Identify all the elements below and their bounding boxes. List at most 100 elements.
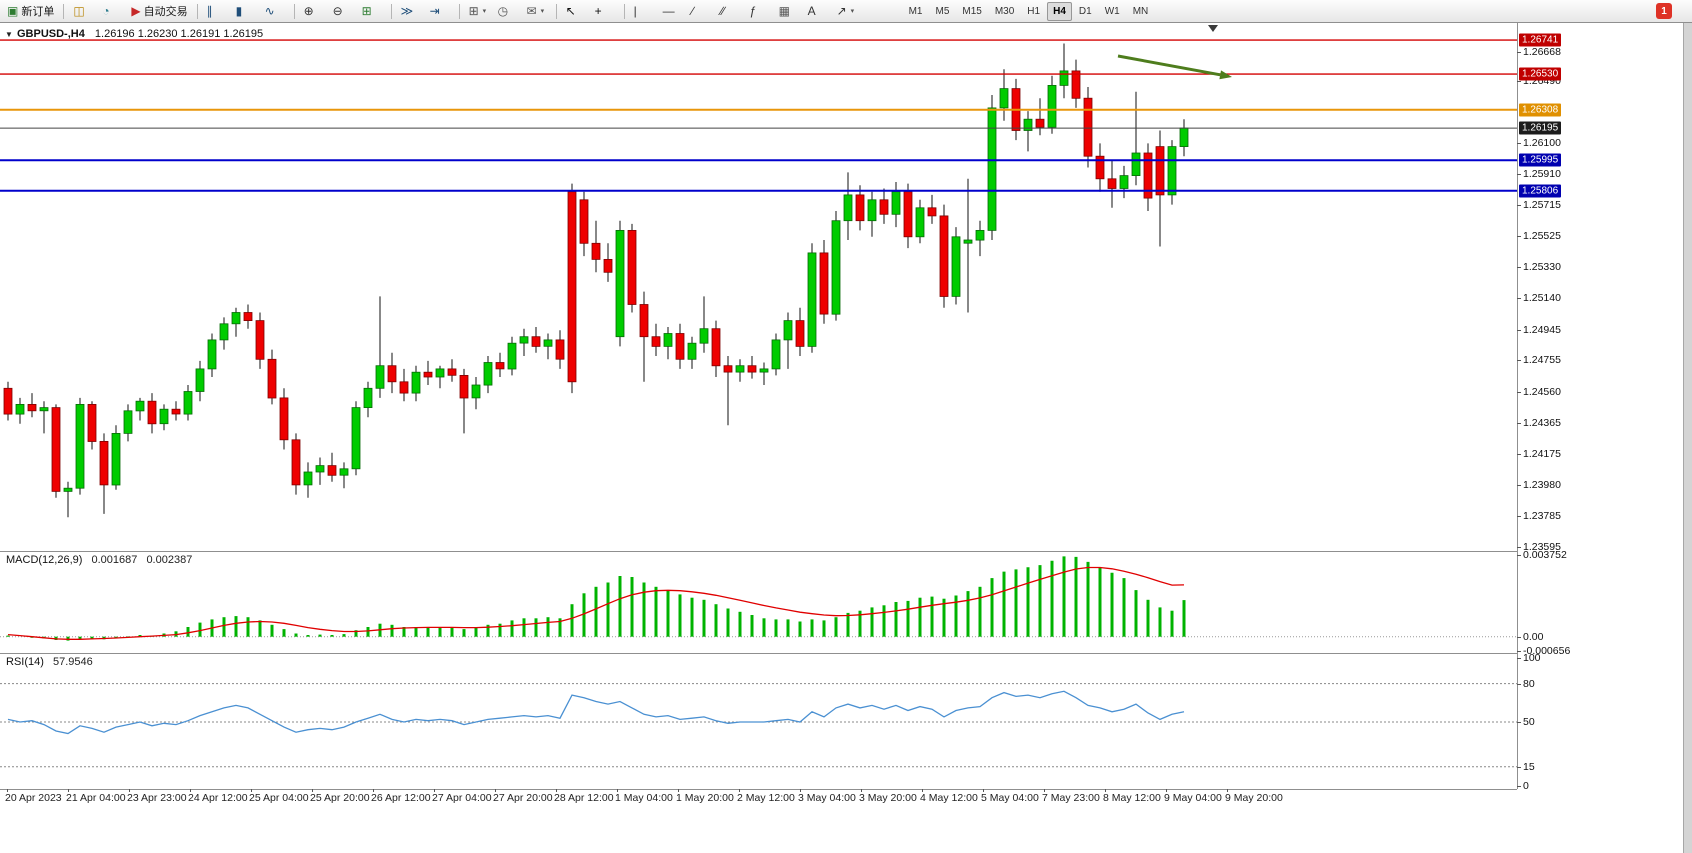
vertical-line-button[interactable]: | (630, 1, 658, 22)
candle (1023, 118, 1033, 131)
price-tag-1.25806: 1.25806 (1519, 184, 1562, 198)
candle (1095, 155, 1105, 180)
axis-tick (1517, 766, 1521, 768)
new-chart-button[interactable]: ⊞ ▾ (465, 1, 493, 22)
new-order-button[interactable]: ▣ 新订单 (3, 1, 58, 22)
macd-axis-label: 0.00 (1523, 630, 1544, 643)
time-axis-tick (739, 789, 740, 792)
axis-tick (1517, 391, 1521, 393)
axis-tick (1517, 651, 1521, 652)
time-axis-label: 21 Apr 04:00 (66, 792, 126, 804)
time-axis-tick (800, 789, 801, 792)
axis-tick (1517, 51, 1521, 53)
time-axis-label: 1 May 20:00 (676, 792, 734, 804)
shapes-button[interactable]: ▦ (775, 1, 803, 22)
trend-arrow-head[interactable] (1219, 70, 1232, 80)
candlestick-chart-button[interactable]: ▮ (232, 1, 260, 22)
time-axis-tick (556, 789, 557, 792)
axis-tick (1517, 722, 1521, 723)
arrows-button[interactable]: ↗ ▾ (833, 1, 861, 22)
notification-badge[interactable]: 1 (1656, 3, 1672, 19)
candle (987, 107, 997, 231)
chart-ohlc-values: 1.26196 1.26230 1.26191 1.26195 (94, 28, 264, 40)
symbol-dropdown-icon[interactable]: ▼ (5, 30, 13, 39)
fibonacci-button[interactable]: ƒ (746, 1, 774, 22)
fibonacci-icon: ƒ (749, 4, 757, 18)
timeframe-h4-button[interactable]: H4 (1047, 1, 1072, 21)
timeframe-h1-button[interactable]: H1 (1027, 5, 1041, 17)
axis-tick (1517, 298, 1521, 299)
candle (975, 229, 985, 241)
candle (807, 252, 817, 347)
candle (567, 191, 577, 383)
crosshair-button[interactable]: + (591, 1, 619, 22)
line-chart-button[interactable]: ∿ (261, 1, 289, 22)
timeframe-w1-button[interactable]: W1 (1104, 5, 1120, 17)
macd-value: 0.001687 (91, 554, 138, 566)
time-axis-tick (68, 789, 69, 792)
candle (219, 323, 229, 341)
time-axis-tick (861, 789, 862, 792)
candle (315, 465, 325, 473)
candle (615, 229, 625, 338)
candle (159, 408, 169, 425)
time-axis-label: 1 May 04:00 (615, 792, 673, 804)
time-axis-tick (1044, 789, 1045, 792)
time-axis-label: 5 May 04:00 (981, 792, 1039, 804)
time-axis-tick (251, 789, 252, 792)
cursor-button[interactable]: ↖ (562, 1, 590, 22)
horizontal-line-button[interactable]: — (659, 1, 687, 22)
price-axis-label: 1.25525 (1523, 230, 1561, 242)
timeframe-d1-button[interactable]: D1 (1078, 5, 1092, 17)
candle (1011, 88, 1021, 131)
zoom-out-button[interactable]: ⊖ (329, 1, 357, 22)
candlestick-chart-icon: ▮ (235, 4, 243, 18)
text-button[interactable]: A (804, 1, 832, 22)
time-axis-tick (312, 789, 313, 792)
time-axis-tick (7, 789, 8, 792)
time-axis-label: 27 Apr 20:00 (493, 792, 553, 804)
zoom-in-button[interactable]: ⊕ (300, 1, 328, 22)
candle (1059, 70, 1069, 86)
period-icon: ◷ (497, 4, 509, 18)
auto-scroll-button[interactable]: ≫ (397, 1, 425, 22)
candle (507, 342, 517, 370)
candle (39, 407, 49, 412)
pane-separator-macd[interactable] (0, 551, 1517, 552)
macd-histogram (6, 556, 1186, 641)
period-button[interactable]: ◷ (494, 1, 522, 22)
timeframe-m30-button[interactable]: M30 (994, 5, 1015, 17)
candle (339, 468, 349, 476)
mailbox-dropdown-icon: ▾ (540, 8, 545, 15)
time-axis-tick (129, 789, 130, 792)
candle (495, 362, 505, 370)
timeframe-m5-button[interactable]: M5 (935, 5, 950, 17)
axis-tick (1517, 143, 1521, 145)
equidistant-channel-button[interactable]: ∕∕ (717, 1, 745, 22)
auto-trading-button[interactable]: ▶ 自动交易 (127, 1, 191, 22)
candle (135, 400, 145, 412)
tile-windows-button[interactable]: ⊞ (358, 1, 386, 22)
trend-arrow-line[interactable] (1117, 54, 1221, 77)
axis-tick (1517, 267, 1521, 269)
axis-tick (1517, 329, 1521, 331)
axis-tick (1517, 453, 1521, 455)
pane-separator-rsi[interactable] (0, 653, 1517, 654)
timeframe-mn-button[interactable]: MN (1132, 5, 1149, 17)
vertical-scrollbar[interactable] (1683, 23, 1692, 853)
chart-shift-button[interactable]: ⇥ (426, 1, 454, 22)
timeframe-m15-button[interactable]: M15 (962, 5, 982, 17)
chart-symbol: GBPUSD-,H4 (17, 28, 85, 40)
time-axis-label: 24 Apr 12:00 (188, 792, 248, 804)
candle (375, 365, 385, 389)
axis-tick (1517, 555, 1521, 557)
charts-window-button[interactable]: ◫ (69, 1, 97, 22)
mailbox-button[interactable]: ✉ ▾ (523, 1, 551, 22)
market-watch-button[interactable]: ◔ (98, 1, 126, 22)
trendline-button[interactable]: ∕ (688, 1, 716, 22)
rsi-value: 57.9546 (52, 656, 93, 668)
timeframe-m1-button[interactable]: M1 (908, 5, 923, 17)
candle (843, 194, 853, 222)
bar-chart-button[interactable]: ∥ (203, 1, 231, 22)
